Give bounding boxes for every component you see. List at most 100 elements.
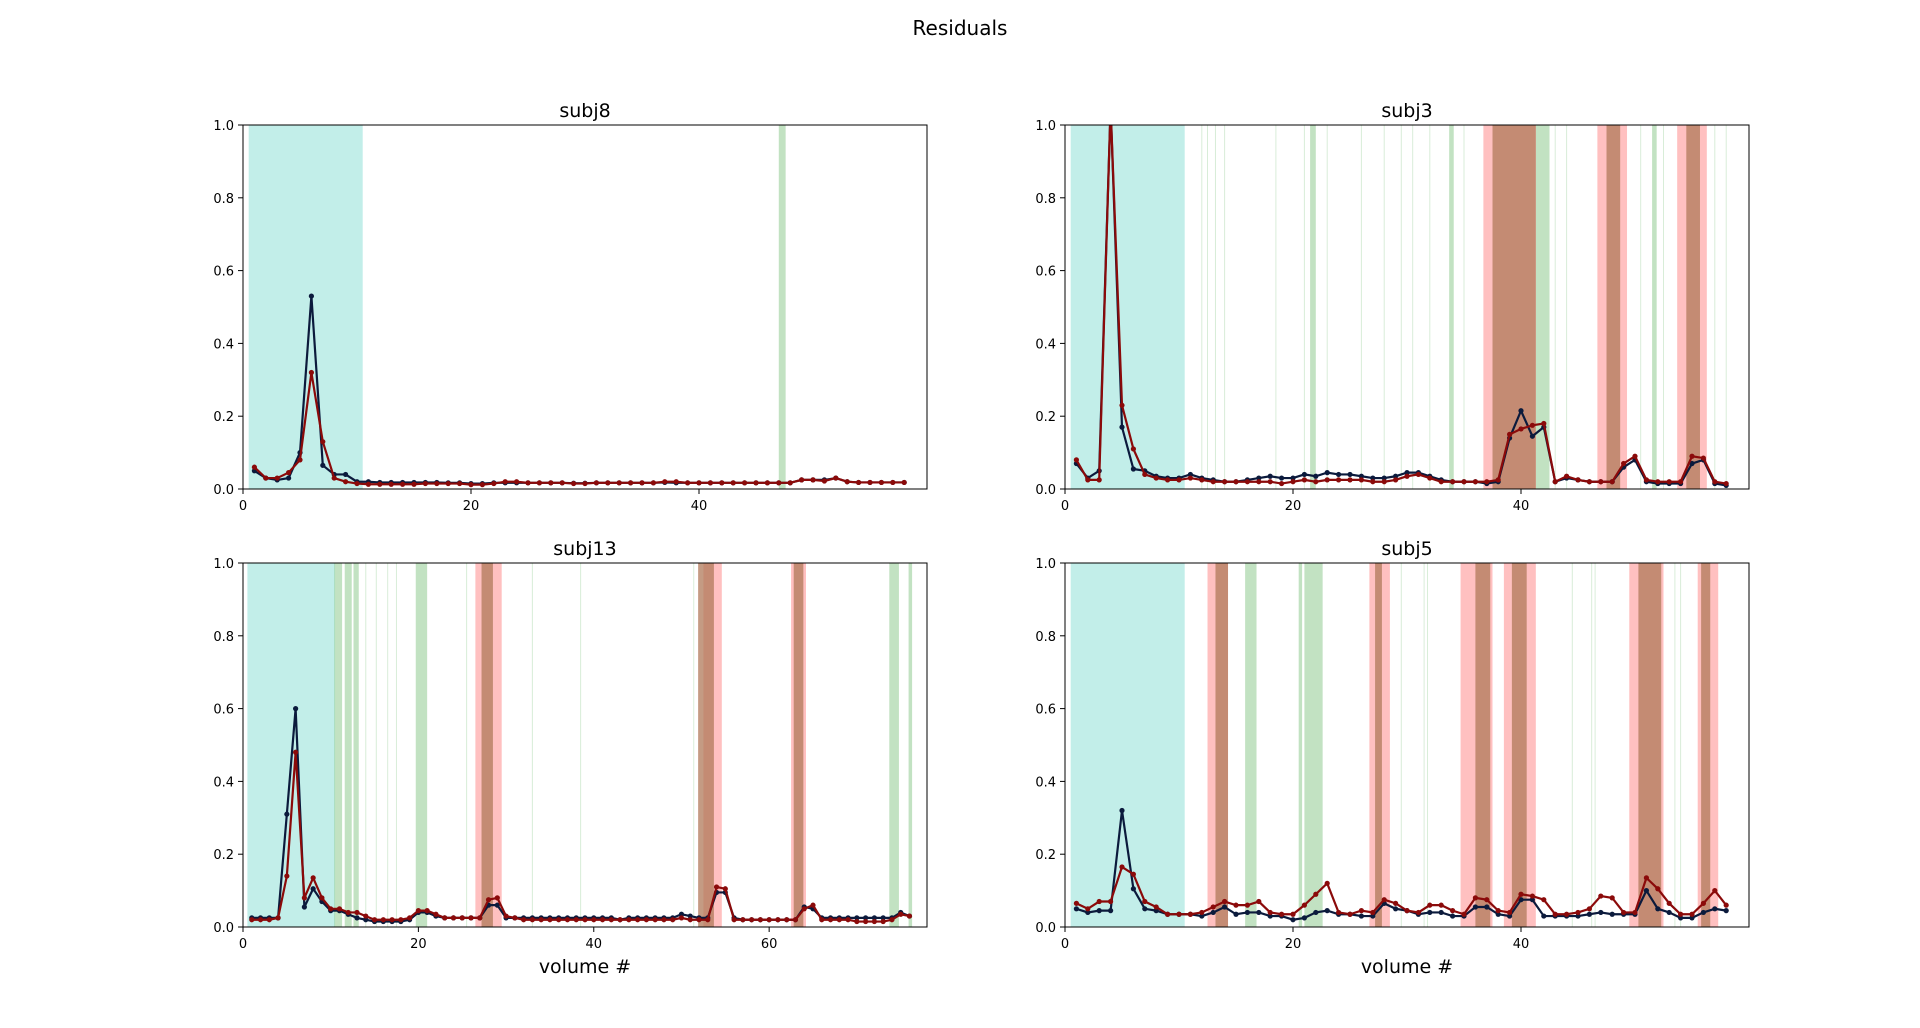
data-point-black	[1301, 471, 1307, 478]
data-point-black	[1119, 807, 1125, 814]
data-point-red	[1085, 477, 1091, 483]
data-point-red	[538, 917, 544, 923]
y-tick-label: 0.4	[213, 775, 234, 790]
data-point-red	[1210, 479, 1216, 485]
panel-subj8: 0.0 0.2 0.4 0.6 0.8 1.0 0 20 40 subj8	[213, 100, 928, 514]
data-point-red	[343, 479, 349, 485]
data-point-red	[766, 917, 772, 923]
data-point-red	[836, 917, 842, 923]
data-point-red	[1199, 477, 1205, 483]
panel-subj5: 0.0 0.2 0.4 0.6 0.8 1.0 0 20 40 subj5 volume #	[1035, 538, 1750, 978]
data-point-red	[1290, 479, 1296, 485]
flag-span	[1310, 125, 1316, 489]
data-point-red	[1632, 909, 1638, 916]
flag-span	[353, 563, 359, 927]
data-point-red	[371, 917, 378, 923]
x-tick-label: 20	[463, 499, 480, 514]
data-point-red	[1096, 898, 1102, 905]
data-point-red	[1598, 479, 1604, 485]
data-point-red	[1507, 909, 1513, 916]
data-point-red	[662, 479, 668, 485]
x-tick-label: 20	[410, 937, 427, 952]
data-point-red	[608, 917, 614, 923]
data-point-black	[1518, 897, 1524, 903]
y-tick-label: 0.0	[213, 483, 234, 498]
panel-title: subj3	[1381, 100, 1432, 122]
data-point-black	[1700, 909, 1706, 916]
data-point-black	[1108, 908, 1114, 914]
data-point-black	[1324, 908, 1330, 914]
data-point-red	[442, 915, 448, 921]
data-point-red	[1541, 897, 1547, 903]
data-point-black	[310, 886, 316, 892]
data-point-red	[345, 909, 351, 916]
x-tick-label: 0	[1061, 937, 1069, 952]
data-point-red	[1142, 471, 1148, 478]
data-point-black	[1655, 906, 1661, 912]
data-point-red	[1678, 911, 1684, 917]
baseline-span	[248, 125, 363, 489]
data-point-red	[880, 918, 886, 925]
data-point-red	[1472, 895, 1478, 901]
data-point-red	[792, 917, 799, 923]
data-point-black	[1678, 915, 1684, 921]
data-point-red	[784, 917, 790, 923]
data-point-red	[547, 917, 553, 923]
flag-span	[344, 563, 352, 927]
data-point-red	[251, 464, 257, 470]
data-point-red	[1256, 479, 1262, 485]
data-point-black	[1290, 917, 1296, 923]
data-point-black	[1393, 906, 1399, 912]
data-point-black	[1267, 913, 1273, 919]
data-point-black	[871, 915, 877, 921]
data-point-red	[673, 479, 679, 485]
flag-span	[1245, 563, 1257, 927]
data-point-red	[605, 480, 611, 486]
x-tick-label: 40	[1513, 937, 1530, 952]
data-point-black	[1586, 911, 1592, 917]
data-point-red	[1712, 479, 1718, 485]
x-tick-label: 40	[585, 937, 602, 952]
data-point-black	[1609, 911, 1615, 917]
data-point-red	[617, 917, 623, 923]
panel-subj13: 0.0 0.2 0.4 0.6 0.8 1.0 0 20 40 60 subj13 volume #	[213, 538, 928, 978]
series-line-red	[253, 372, 905, 486]
y-tick-label: 1.0	[213, 119, 234, 134]
data-point-red	[297, 457, 303, 463]
data-point-black	[1438, 909, 1444, 916]
data-point-red	[1267, 479, 1273, 485]
data-point-red	[1358, 477, 1364, 483]
data-point-red	[450, 915, 457, 921]
flag-span	[889, 563, 899, 927]
data-point-red	[336, 906, 343, 912]
series-line-red	[1075, 865, 1728, 916]
data-point-red	[810, 477, 816, 483]
data-point-red	[1153, 475, 1159, 481]
data-point-black	[1689, 915, 1695, 921]
data-point-red	[1176, 477, 1182, 483]
data-point-black	[1393, 473, 1399, 479]
data-point-black	[880, 915, 886, 921]
overlap-span	[1375, 563, 1382, 927]
data-point-red	[479, 482, 485, 488]
overlap-span	[1215, 563, 1229, 927]
data-point-red	[422, 480, 428, 487]
flag-span	[1535, 125, 1550, 489]
data-point-black	[1381, 475, 1387, 481]
data-point-red	[1165, 911, 1171, 917]
data-point-red	[821, 478, 828, 484]
data-point-red	[559, 480, 565, 486]
baseline-span	[1070, 563, 1185, 927]
data-point-red	[582, 917, 588, 923]
data-point-red	[1244, 479, 1250, 485]
plot-area	[1070, 125, 1729, 489]
panel-title: subj13	[553, 538, 616, 560]
x-tick-label: 0	[1061, 499, 1069, 514]
data-point-black	[1507, 913, 1513, 919]
data-point-red	[293, 749, 299, 755]
overlap-span	[1511, 563, 1527, 927]
data-point-black	[1598, 909, 1604, 916]
data-point-black	[863, 915, 869, 921]
data-point-black	[1085, 909, 1091, 916]
y-tick-label: 0.6	[1035, 265, 1056, 280]
